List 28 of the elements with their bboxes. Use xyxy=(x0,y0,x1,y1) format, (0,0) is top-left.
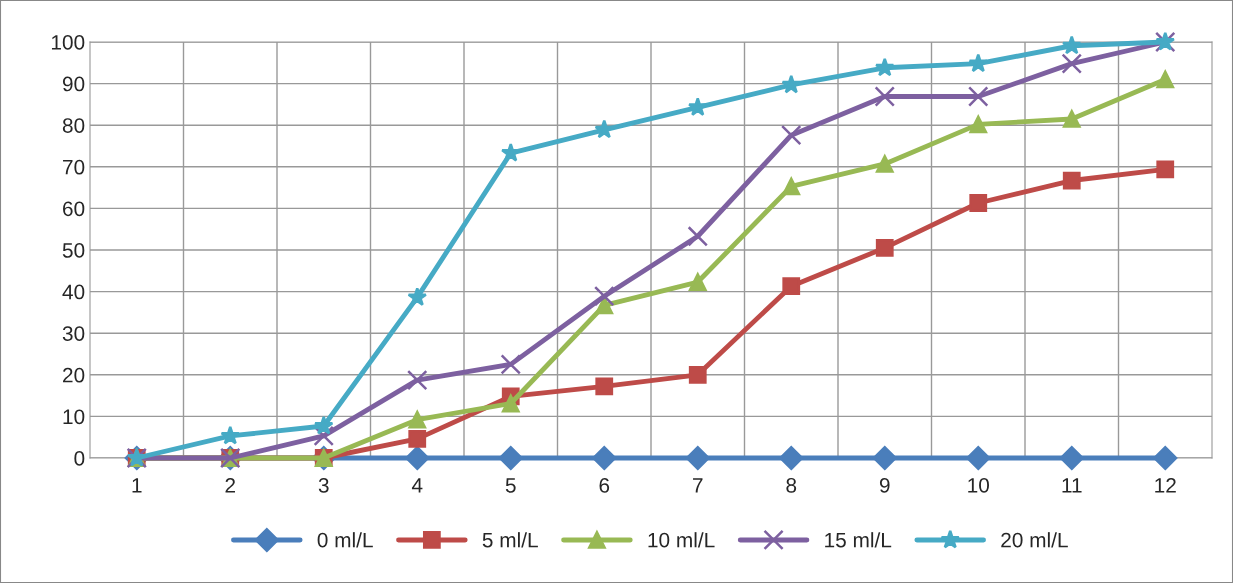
y-tick-label: 50 xyxy=(62,243,85,258)
y-tick-label: 70 xyxy=(63,159,85,175)
x-tick-label: 10 xyxy=(968,477,990,493)
legend-label: 20 ml/L xyxy=(1001,532,1068,548)
x-tick-label: 8 xyxy=(786,477,797,493)
x-tick-label: 3 xyxy=(318,477,329,493)
x-tick-label: 2 xyxy=(225,477,235,493)
x-tick-label: 12 xyxy=(1155,477,1176,493)
x-tick-label: 5 xyxy=(505,478,516,493)
legend-label: 10 ml/L xyxy=(648,532,715,548)
y-tick-label: 40 xyxy=(62,284,85,300)
x-tick-label: 1 xyxy=(132,478,142,493)
legend-label: 5 ml/L xyxy=(482,532,538,548)
x-tick-label: 11 xyxy=(1062,478,1082,493)
y-tick-label: 60 xyxy=(63,201,85,217)
legend-label: 0 ml/L xyxy=(317,532,373,548)
y-tick-label: 80 xyxy=(62,118,85,133)
y-tick-label: 100 xyxy=(51,35,85,50)
legend-label: 15 ml/L xyxy=(825,532,892,548)
y-tick-label: 10 xyxy=(63,409,85,425)
x-tick-label: 7 xyxy=(693,478,703,493)
y-tick-label: 30 xyxy=(62,326,85,341)
x-tick-label: 6 xyxy=(599,477,610,493)
y-tick-label: 90 xyxy=(62,76,85,92)
x-tick-label: 4 xyxy=(411,478,423,493)
y-tick-label: 0 xyxy=(74,451,85,466)
x-tick-label: 9 xyxy=(879,477,890,493)
y-tick-label: 20 xyxy=(63,367,85,383)
